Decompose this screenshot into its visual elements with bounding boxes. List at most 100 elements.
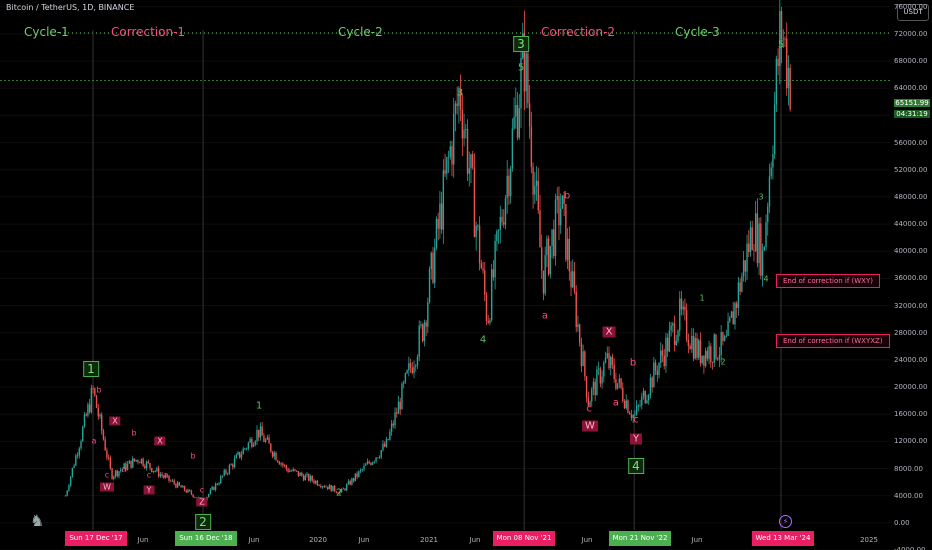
candle-body (164, 475, 167, 478)
candle-body (715, 334, 717, 359)
candle-body (511, 128, 514, 169)
candle-body (111, 468, 113, 479)
candle-body (392, 423, 395, 426)
candle-body (232, 464, 234, 468)
candle-body (492, 269, 495, 278)
candle-body (756, 213, 759, 264)
date-highlight-4: Mon 21 Nov '22 (609, 531, 671, 546)
candle-body (126, 463, 129, 470)
candle-body (432, 252, 434, 283)
candle-body (207, 494, 210, 497)
candle-body (772, 154, 774, 168)
candle-body (138, 462, 141, 464)
candle-body (371, 462, 374, 465)
candle-body (677, 330, 679, 341)
candle-body (496, 231, 498, 242)
candle-body (504, 198, 507, 225)
candle-body (133, 458, 136, 462)
candle-body (147, 461, 150, 464)
candle-body (385, 439, 388, 447)
candle-body (314, 480, 317, 484)
corr2-wave-c1: c (586, 403, 592, 415)
candle-body (489, 320, 491, 323)
candle-body (311, 476, 313, 481)
candle-body (604, 357, 607, 363)
candle-body (242, 448, 244, 455)
candle-body (644, 390, 646, 404)
cycle-1-label: Cycle-1 (24, 25, 69, 39)
candle-body (294, 469, 296, 471)
candle-body (779, 11, 781, 66)
candle-body (490, 269, 493, 321)
currency-button[interactable]: USDT (897, 4, 929, 21)
candle-body (723, 336, 726, 341)
candle-body (594, 381, 596, 396)
candle-body (214, 483, 217, 491)
candle-body (684, 306, 686, 311)
candle-body (109, 457, 112, 469)
date-highlight-2: Sun 16 Dec '18 (175, 531, 237, 546)
candle-body (245, 448, 248, 450)
cycle2-wave-5: 5 (517, 62, 525, 74)
candle-body (698, 340, 700, 358)
candle-body (734, 303, 736, 325)
candle-body (365, 464, 367, 466)
candle-body (387, 439, 389, 440)
candle-body (237, 452, 239, 455)
y-tick-label: 44000.00 (894, 220, 928, 229)
candle-body (85, 414, 87, 416)
x-tick-label: Jun (137, 536, 149, 544)
candle-body (749, 227, 752, 253)
candle-body (335, 491, 338, 493)
candle-body (295, 470, 298, 472)
candle-body (277, 460, 279, 462)
y-tick-label: 52000.00 (894, 165, 928, 174)
candle-body (170, 480, 172, 482)
candle-body (439, 203, 441, 229)
candle-body (283, 465, 286, 467)
candle-body (239, 452, 241, 458)
x-tick-label: Jun (358, 536, 370, 544)
corr2-wave-Y: Y (629, 433, 643, 445)
candle-body (665, 337, 667, 366)
candle-body (263, 435, 265, 442)
candle-body (142, 458, 144, 466)
x-tick-label: Jun (469, 536, 481, 544)
candle-body (440, 203, 443, 230)
candle-body (349, 480, 351, 485)
candle-body (530, 126, 533, 168)
candle-body (656, 370, 659, 376)
candle-body (434, 247, 436, 283)
candle-body (566, 238, 569, 260)
candle-body (634, 414, 636, 416)
candle-body (375, 457, 377, 462)
candle-body (708, 346, 710, 359)
candle-body (503, 222, 505, 225)
bolt-icon[interactable]: ⚡ (779, 515, 792, 528)
candle-body (292, 469, 294, 472)
candle-body (775, 58, 778, 105)
y-tick-label: 28000.00 (894, 328, 928, 337)
candle-body (727, 321, 729, 337)
candle-body (66, 490, 68, 496)
corr2-wave-a2: a (612, 397, 620, 409)
candle-body (339, 491, 341, 494)
y-tick-label: 16000.00 (894, 410, 928, 419)
candle-body (663, 355, 665, 366)
candle-body (118, 471, 120, 477)
candle-body (553, 229, 555, 257)
candle-body (270, 443, 272, 452)
candle-body (125, 463, 127, 470)
candle-body (356, 473, 358, 477)
candle-body (354, 473, 357, 481)
candle-body (404, 373, 407, 383)
candle-body (235, 454, 238, 459)
candle-body (95, 395, 98, 408)
candle-body (363, 465, 365, 470)
candle-body (380, 450, 382, 458)
candle-body (378, 457, 381, 459)
candle-body (680, 298, 683, 310)
candle-body (211, 486, 213, 490)
candle-body (516, 104, 519, 138)
